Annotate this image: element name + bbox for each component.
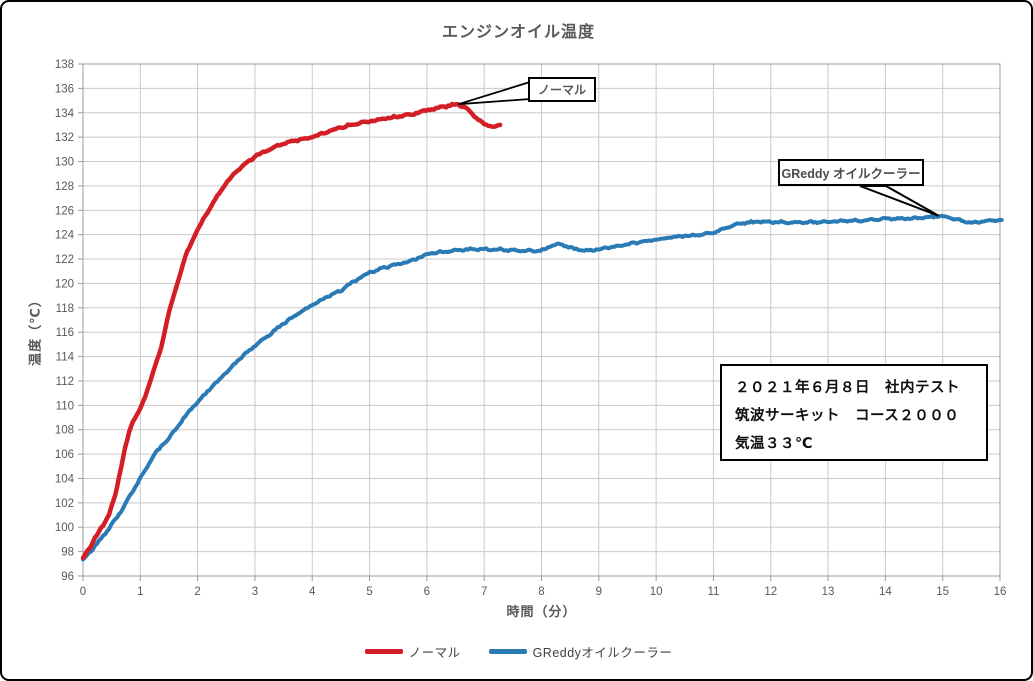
svg-text:112: 112 (56, 376, 74, 388)
svg-text:128: 128 (55, 181, 74, 193)
svg-text:4: 4 (309, 586, 316, 598)
annotation-normal-box: ノーマル (528, 77, 596, 102)
legend-item-greddy: GReddyオイルクーラー (488, 642, 673, 661)
svg-text:1: 1 (137, 586, 143, 598)
svg-text:16: 16 (994, 586, 1007, 598)
svg-text:5: 5 (366, 586, 372, 598)
svg-text:96: 96 (61, 571, 74, 583)
svg-text:116: 116 (56, 327, 74, 339)
svg-text:104: 104 (55, 473, 75, 485)
svg-text:12: 12 (764, 586, 777, 598)
annotation-greddy-label: GReddy オイルクーラー (781, 167, 921, 181)
svg-text:138: 138 (55, 59, 74, 71)
svg-text:132: 132 (55, 132, 74, 144)
svg-text:120: 120 (55, 278, 74, 290)
test-info-box: ２０２１年６月８日 社内テスト 筑波サーキット コース２０００ 気温３３℃ (720, 364, 988, 461)
svg-text:114: 114 (56, 352, 75, 364)
legend-line-normal-icon (364, 649, 403, 654)
svg-text:100: 100 (55, 522, 74, 534)
svg-text:8: 8 (538, 586, 544, 598)
svg-text:130: 130 (55, 157, 74, 169)
svg-text:15: 15 (936, 586, 949, 598)
chart-title: エンジンオイル温度 (441, 24, 595, 41)
x-axis-title: 時間（分） (506, 604, 577, 619)
svg-text:134: 134 (55, 108, 75, 120)
legend: ノーマル GReddyオイルクーラー (2, 642, 1031, 661)
svg-text:118: 118 (56, 303, 74, 315)
legend-label-normal: ノーマル (408, 646, 461, 660)
svg-text:2: 2 (194, 586, 200, 598)
svg-text:9: 9 (596, 586, 602, 598)
legend-line-greddy-icon (488, 649, 527, 654)
svg-text:126: 126 (55, 205, 74, 217)
annotation-greddy-box: GReddy オイルクーラー (778, 159, 924, 186)
svg-text:11: 11 (707, 586, 719, 598)
svg-text:122: 122 (55, 254, 74, 266)
legend-label-greddy: GReddyオイルクーラー (532, 646, 673, 660)
svg-text:136: 136 (55, 83, 74, 95)
svg-text:6: 6 (424, 586, 430, 598)
info-line-date: ２０２１年６月８日 社内テスト (735, 380, 960, 396)
info-line-course: 筑波サーキット コース２０００ (735, 408, 960, 424)
svg-text:13: 13 (822, 586, 835, 598)
svg-text:106: 106 (55, 449, 74, 461)
svg-text:110: 110 (56, 400, 74, 412)
svg-text:108: 108 (55, 425, 74, 437)
svg-text:102: 102 (55, 498, 74, 510)
legend-item-normal: ノーマル (364, 642, 461, 661)
annotation-normal-label: ノーマル (537, 83, 586, 97)
svg-text:14: 14 (879, 586, 892, 598)
svg-text:0: 0 (80, 586, 86, 598)
svg-text:3: 3 (252, 586, 258, 598)
info-line-temp: 気温３３℃ (735, 436, 814, 452)
svg-text:98: 98 (61, 547, 74, 559)
svg-text:124: 124 (55, 230, 75, 242)
svg-text:7: 7 (481, 586, 487, 598)
y-axis-title: 温度（℃） (27, 293, 43, 366)
svg-text:10: 10 (650, 586, 663, 598)
